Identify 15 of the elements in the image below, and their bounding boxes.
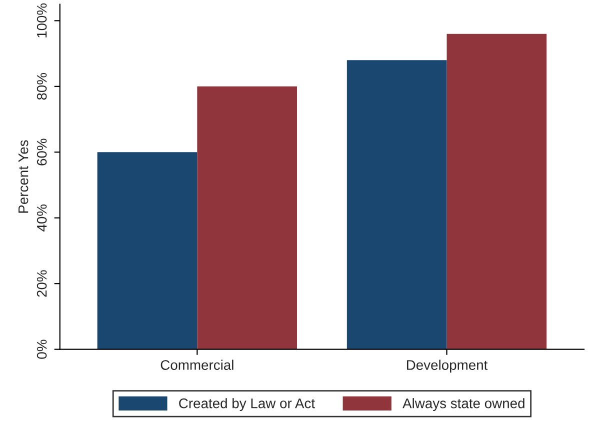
y-tick-label: 0% <box>36 340 47 359</box>
x-tick-label: Development <box>406 360 488 373</box>
x-tick-label: Commercial <box>160 360 234 370</box>
y-tick-label: 80% <box>36 73 47 100</box>
legend-label: Always state owned <box>402 398 524 412</box>
y-tick-label: 60% <box>36 138 47 166</box>
y-tick-label: 20% <box>36 270 47 297</box>
legend-label: Created by Law or Act <box>179 398 315 412</box>
bar <box>197 86 298 350</box>
y-tick-label: 40% <box>36 204 47 232</box>
bar <box>446 34 547 350</box>
y-axis-title: Percent Yes <box>18 140 28 213</box>
bar <box>97 152 198 350</box>
y-tick-label: 100% <box>36 3 47 38</box>
bar <box>346 60 447 350</box>
